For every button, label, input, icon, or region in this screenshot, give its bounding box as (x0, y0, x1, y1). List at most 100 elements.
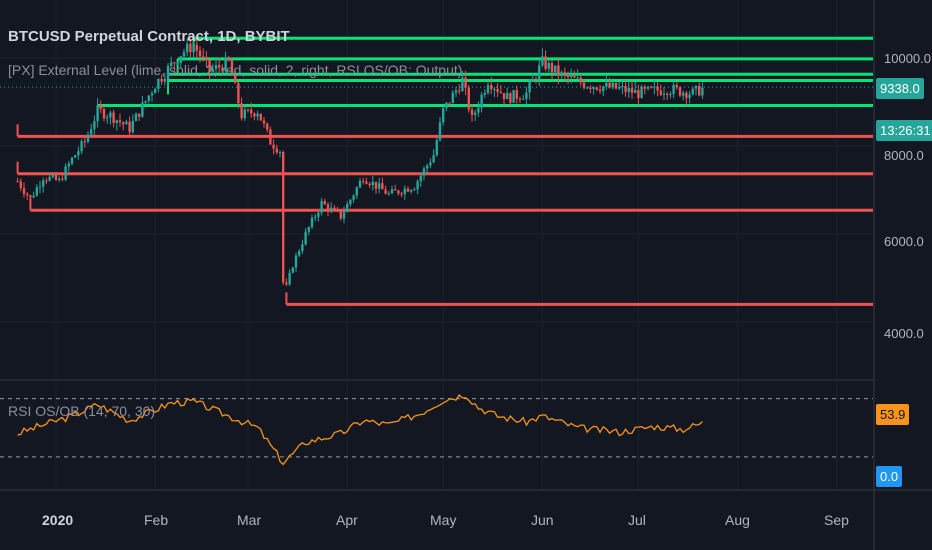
candle-down (384, 189, 387, 194)
candle-up (493, 88, 496, 90)
candle-up (224, 57, 227, 72)
candle-up (461, 77, 464, 92)
candle-down (643, 86, 646, 89)
candle-down (26, 193, 29, 196)
candle-down (458, 90, 461, 92)
candle-down (118, 120, 122, 123)
candle-down (208, 59, 211, 72)
candle-up (154, 88, 157, 94)
rsi-layer (0, 393, 873, 466)
candle-down (326, 204, 330, 211)
candle-up (80, 141, 83, 152)
candle-up (426, 165, 429, 169)
candle-down (464, 77, 467, 88)
candle-up (38, 186, 42, 188)
candle-down (678, 87, 682, 96)
candle-up (166, 65, 170, 80)
candle-up (570, 75, 573, 78)
candle-up (144, 100, 147, 103)
candle-up (51, 174, 54, 177)
candle-down (470, 109, 474, 115)
candle-up (163, 79, 166, 82)
candle-up (301, 244, 304, 252)
candle-up (445, 102, 448, 109)
x-tick-label: Mar (237, 512, 262, 528)
candle-up (342, 212, 346, 219)
candle-up (627, 87, 630, 93)
candle-up (294, 255, 298, 268)
candle-up (67, 163, 70, 167)
candle-up (48, 176, 51, 181)
candle-up (422, 168, 426, 176)
candle-down (566, 74, 570, 78)
candle-up (96, 105, 99, 122)
candle-down (608, 82, 611, 88)
candle-up (42, 180, 45, 187)
candle-down (624, 85, 627, 93)
candle-down (659, 90, 662, 95)
rsi-legend[interactable]: RSI OS/OB (14, 70, 30) (8, 403, 156, 419)
candle-up (538, 65, 541, 80)
candle-down (579, 77, 582, 83)
candle-up (314, 216, 317, 218)
candle-up (634, 89, 637, 93)
candle-down (582, 82, 586, 88)
candle-up (288, 272, 291, 285)
candle-down (205, 56, 208, 60)
candle-up (64, 166, 67, 180)
candle-up (243, 109, 246, 119)
countdown-tag: 13:26:31 (876, 120, 932, 141)
candle-up (330, 207, 333, 211)
y-tick-label: 8000.0 (884, 148, 924, 163)
candle-down (362, 180, 365, 182)
candle-up (70, 157, 74, 164)
candle-down (22, 187, 26, 194)
candle-down (112, 112, 115, 124)
x-tick-label: Aug (725, 512, 750, 528)
candle-up (32, 195, 35, 198)
candle-up (646, 86, 650, 89)
candle-up (528, 81, 531, 93)
candle-up (256, 113, 259, 117)
y-tick-label: 10000.0 (884, 51, 931, 66)
candle-up (454, 90, 458, 93)
candle-up (125, 121, 128, 125)
candle-down (45, 180, 48, 182)
candle-up (278, 152, 282, 154)
candle-up (531, 78, 534, 82)
candle-down (448, 102, 451, 104)
candle-up (157, 78, 160, 89)
candle-up (662, 93, 666, 95)
candle-up (586, 87, 589, 89)
candle-down (173, 62, 176, 64)
candle-down (272, 144, 275, 149)
candle-down (698, 85, 701, 96)
candle-up (390, 189, 394, 194)
candle-up (176, 62, 179, 64)
x-tick-label: May (430, 512, 457, 528)
candle-down (221, 67, 224, 72)
candle-up (605, 82, 608, 87)
candle-down (394, 189, 397, 191)
candle-up (387, 193, 390, 195)
candle-up (58, 178, 61, 180)
candle-down (614, 82, 618, 89)
candle-down (637, 89, 640, 99)
last-price-tag: 9338.0 (876, 78, 924, 99)
candle-down (250, 109, 253, 114)
candle-up (403, 188, 406, 195)
candle-up (419, 175, 422, 182)
x-tick-label: Jun (531, 512, 554, 528)
candle-down (675, 84, 678, 88)
candle-up (416, 181, 419, 190)
candle-down (122, 122, 125, 125)
candle-down (467, 87, 470, 110)
candle-up (547, 62, 550, 69)
candle-up (291, 267, 294, 273)
candle-up (691, 88, 694, 95)
chart-title: BTCUSD Perpetual Contract, 1D, BYBIT (8, 28, 290, 45)
indicator-legend[interactable]: [PX] External Level (lime, solid, 2, red… (8, 62, 463, 78)
candle-down (589, 87, 592, 89)
rsi-value-tag: 53.9 (876, 404, 910, 425)
